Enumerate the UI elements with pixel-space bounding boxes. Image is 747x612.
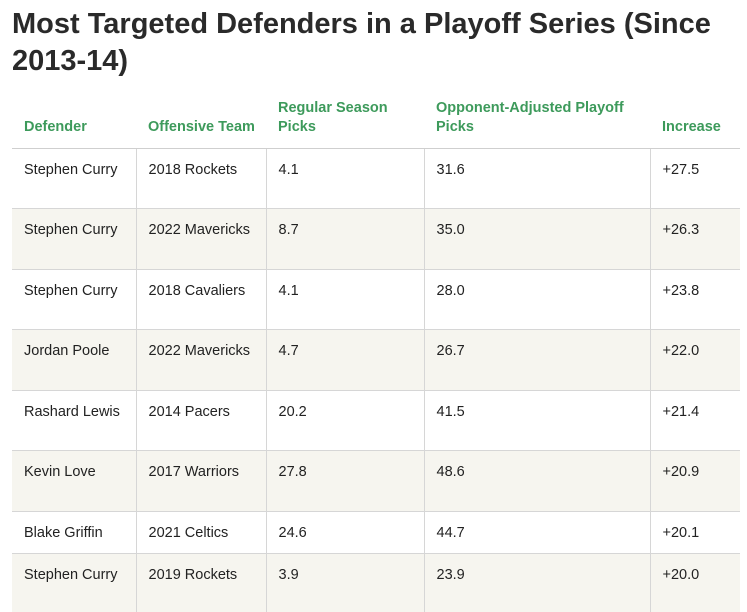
cell-regular-season-picks: 3.9 bbox=[266, 554, 424, 612]
cell-increase: +23.8 bbox=[650, 270, 740, 330]
cell-defender: Kevin Love bbox=[12, 451, 136, 512]
table-row: Stephen Curry 2022 Mavericks 8.7 35.0 +2… bbox=[12, 209, 740, 270]
column-header-defender: Defender bbox=[12, 97, 136, 149]
cell-regular-season-picks: 24.6 bbox=[266, 512, 424, 554]
table-row: Stephen Curry 2018 Rockets 4.1 31.6 +27.… bbox=[12, 149, 740, 209]
cell-offensive-team: 2022 Mavericks bbox=[136, 330, 266, 391]
cell-regular-season-picks: 20.2 bbox=[266, 391, 424, 451]
column-header-playoff-picks: Opponent-Adjusted Playoff Picks bbox=[424, 97, 650, 149]
table-header-row: Defender Offensive Team Regular Season P… bbox=[12, 97, 740, 149]
column-header-increase: Increase bbox=[650, 97, 740, 149]
cell-regular-season-picks: 8.7 bbox=[266, 209, 424, 270]
column-header-offensive-team: Offensive Team bbox=[136, 97, 266, 149]
cell-offensive-team: 2018 Rockets bbox=[136, 149, 266, 209]
cell-increase: +26.3 bbox=[650, 209, 740, 270]
table-row: Kevin Love 2017 Warriors 27.8 48.6 +20.9 bbox=[12, 451, 740, 512]
cell-playoff-picks: 44.7 bbox=[424, 512, 650, 554]
cell-increase: +20.1 bbox=[650, 512, 740, 554]
cell-playoff-picks: 23.9 bbox=[424, 554, 650, 612]
cell-playoff-picks: 26.7 bbox=[424, 330, 650, 391]
cell-increase: +20.0 bbox=[650, 554, 740, 612]
cell-offensive-team: 2017 Warriors bbox=[136, 451, 266, 512]
cell-offensive-team: 2021 Celtics bbox=[136, 512, 266, 554]
cell-defender: Stephen Curry bbox=[12, 209, 136, 270]
cell-regular-season-picks: 4.1 bbox=[266, 270, 424, 330]
cell-playoff-picks: 48.6 bbox=[424, 451, 650, 512]
cell-playoff-picks: 41.5 bbox=[424, 391, 650, 451]
cell-defender: Stephen Curry bbox=[12, 149, 136, 209]
cell-offensive-team: 2022 Mavericks bbox=[136, 209, 266, 270]
cell-offensive-team: 2014 Pacers bbox=[136, 391, 266, 451]
cell-playoff-picks: 35.0 bbox=[424, 209, 650, 270]
cell-defender: Rashard Lewis bbox=[12, 391, 136, 451]
defenders-table: Defender Offensive Team Regular Season P… bbox=[12, 97, 740, 612]
cell-defender: Stephen Curry bbox=[12, 554, 136, 612]
cell-regular-season-picks: 27.8 bbox=[266, 451, 424, 512]
cell-offensive-team: 2018 Cavaliers bbox=[136, 270, 266, 330]
table-row: Stephen Curry 2019 Rockets 3.9 23.9 +20.… bbox=[12, 554, 740, 612]
cell-increase: +20.9 bbox=[650, 451, 740, 512]
cell-playoff-picks: 28.0 bbox=[424, 270, 650, 330]
cell-defender: Stephen Curry bbox=[12, 270, 136, 330]
cell-increase: +21.4 bbox=[650, 391, 740, 451]
column-header-regular-season-picks: Regular Season Picks bbox=[266, 97, 424, 149]
cell-offensive-team: 2019 Rockets bbox=[136, 554, 266, 612]
table-row: Jordan Poole 2022 Mavericks 4.7 26.7 +22… bbox=[12, 330, 740, 391]
cell-defender: Blake Griffin bbox=[12, 512, 136, 554]
cell-increase: +27.5 bbox=[650, 149, 740, 209]
cell-increase: +22.0 bbox=[650, 330, 740, 391]
table-row: Rashard Lewis 2014 Pacers 20.2 41.5 +21.… bbox=[12, 391, 740, 451]
table-row: Blake Griffin 2021 Celtics 24.6 44.7 +20… bbox=[12, 512, 740, 554]
table-row: Stephen Curry 2018 Cavaliers 4.1 28.0 +2… bbox=[12, 270, 740, 330]
cell-defender: Jordan Poole bbox=[12, 330, 136, 391]
cell-playoff-picks: 31.6 bbox=[424, 149, 650, 209]
cell-regular-season-picks: 4.1 bbox=[266, 149, 424, 209]
cell-regular-season-picks: 4.7 bbox=[266, 330, 424, 391]
page-title: Most Targeted Defenders in a Playoff Ser… bbox=[12, 6, 732, 80]
